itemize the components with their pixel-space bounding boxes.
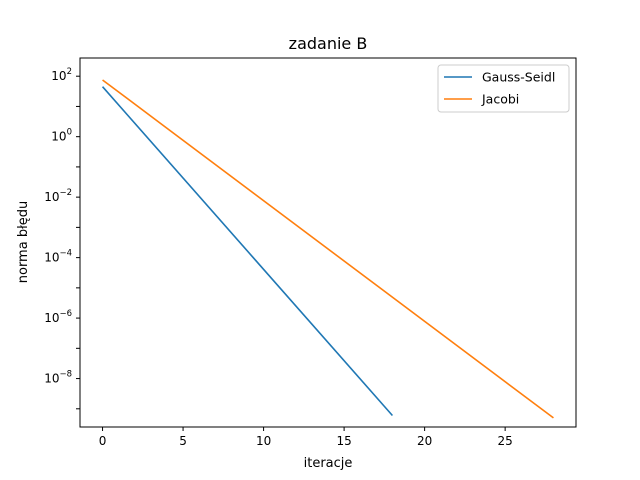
- x-tick-label: 25: [498, 434, 513, 448]
- legend-label: Jacobi: [481, 92, 519, 107]
- y-tick-base: 10: [51, 69, 66, 83]
- y-tick-label: 102: [51, 67, 72, 83]
- chart-title: zadanie B: [289, 34, 368, 53]
- y-tick-base: 10: [44, 190, 59, 204]
- y-tick-base: 10: [51, 130, 66, 144]
- plot-lines: [101, 79, 554, 419]
- x-tick-label: 5: [179, 434, 187, 448]
- y-tick-label: 10−2: [44, 188, 72, 204]
- y-tick-base: 10: [44, 311, 59, 325]
- plot-frame: [79, 57, 577, 428]
- y-axis-label: norma błędu: [16, 201, 31, 284]
- y-tick-exponent: −6: [59, 309, 72, 319]
- x-tick-label: 15: [336, 434, 351, 448]
- x-tick-label: 0: [99, 434, 107, 448]
- y-tick-label: 10−4: [44, 249, 72, 265]
- y-tick-base: 10: [44, 251, 59, 265]
- y-tick-exponent: 0: [67, 128, 72, 138]
- series-line-gauss-seidl: [101, 86, 394, 417]
- y-tick-exponent: 2: [67, 67, 72, 77]
- x-axis-ticks: 0 5 10 15 20 25: [99, 427, 513, 448]
- series-line-jacobi: [102, 79, 554, 419]
- y-tick-exponent: −2: [59, 188, 72, 198]
- x-axis-label: iteracje: [304, 456, 353, 471]
- y-tick-label: 10−6: [44, 309, 72, 325]
- legend: Gauss-Seidl Jacobi: [437, 64, 570, 113]
- y-tick-exponent: −4: [59, 249, 72, 259]
- y-tick-label: 100: [51, 128, 72, 144]
- x-tick-label: 20: [417, 434, 432, 448]
- y-tick-base: 10: [44, 372, 59, 386]
- y-tick-label: 10−8: [44, 370, 72, 386]
- y-tick-exponent: −8: [59, 370, 72, 380]
- legend-label: Gauss-Seidl: [482, 70, 555, 85]
- x-tick-label: 10: [256, 434, 271, 448]
